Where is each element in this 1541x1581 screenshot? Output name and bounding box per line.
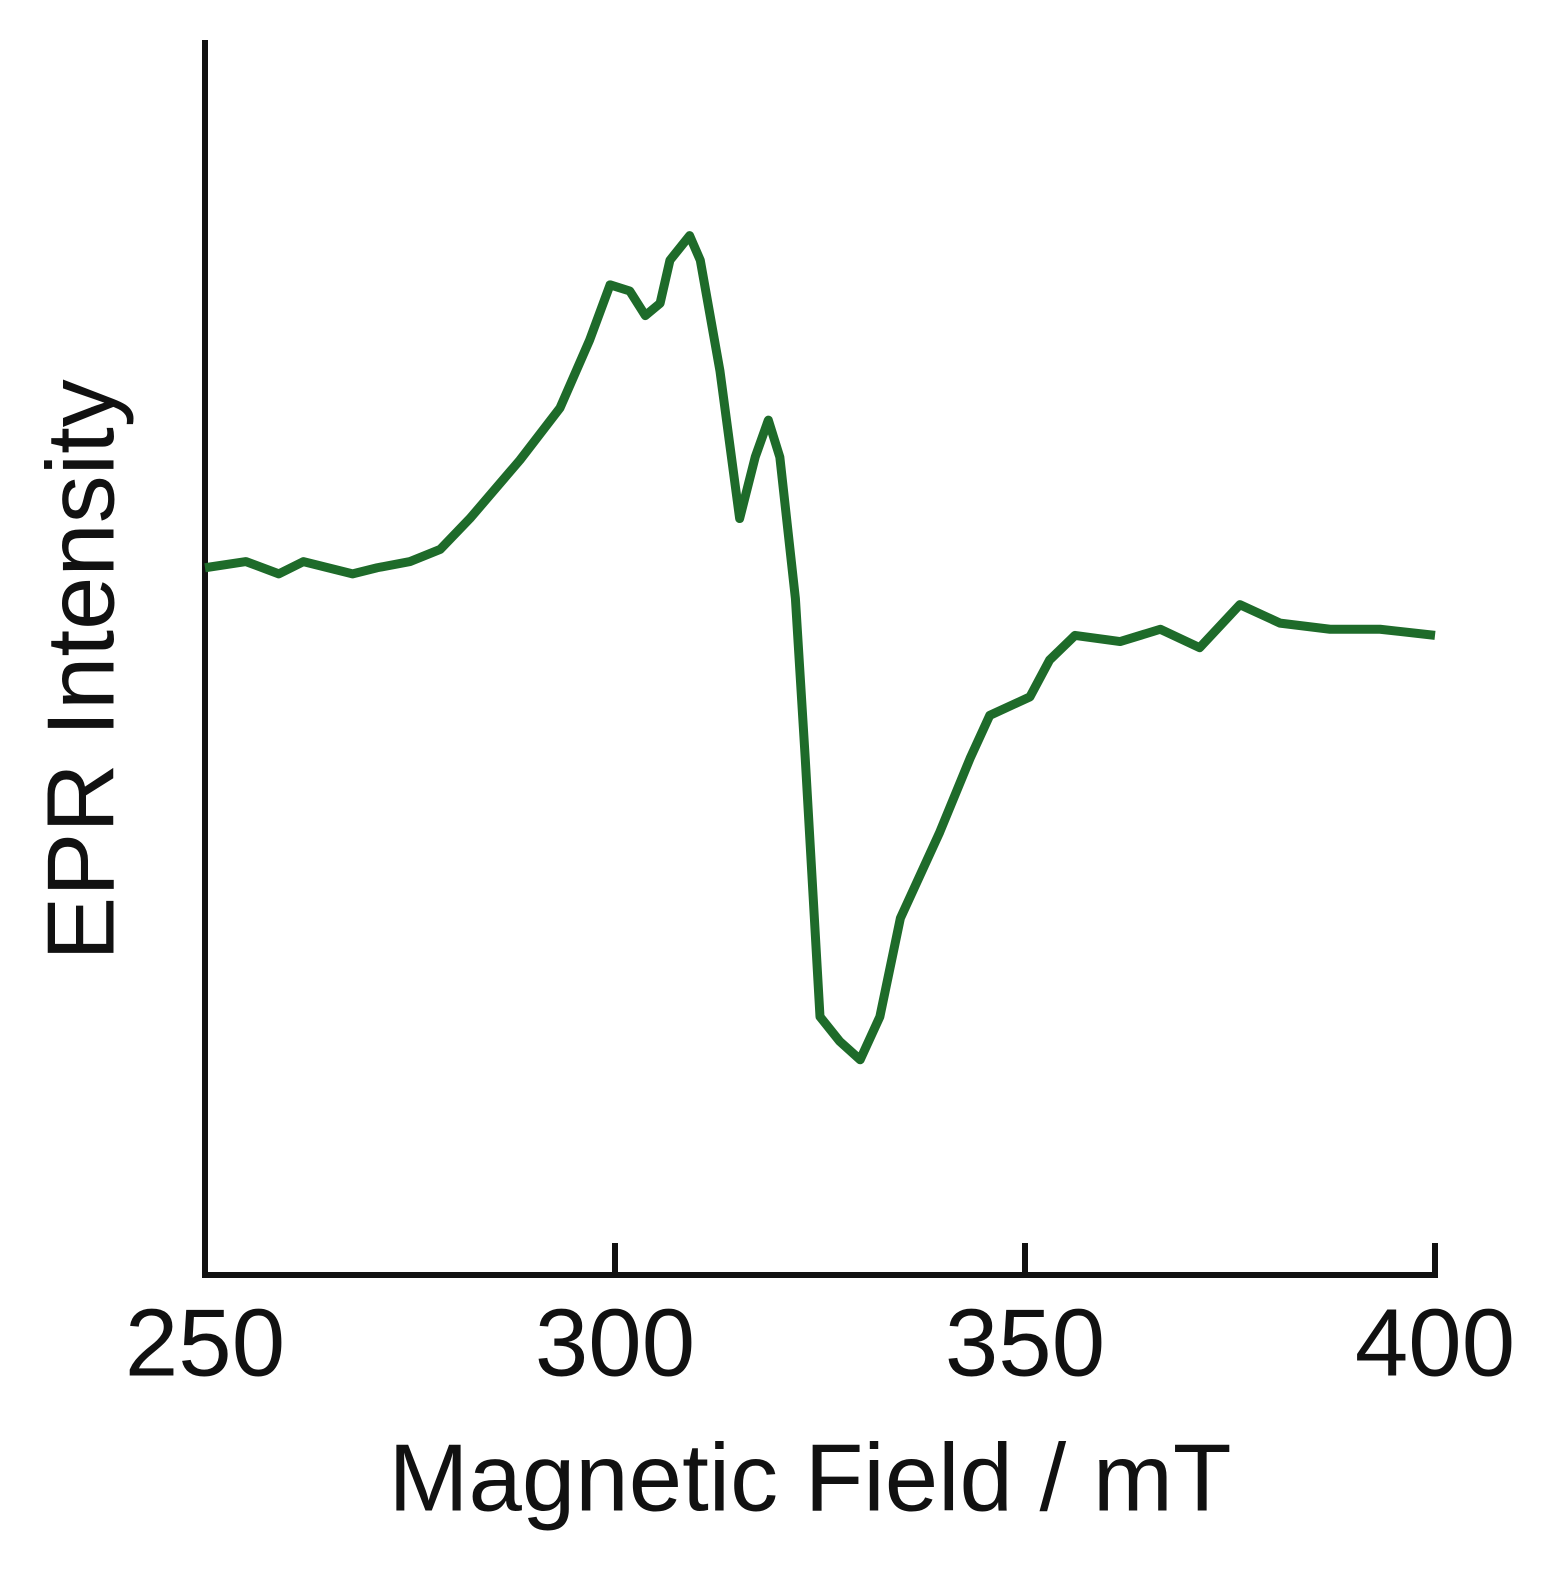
- x-tick-label: 350: [945, 1289, 1105, 1396]
- x-tick-label: 400: [1355, 1289, 1515, 1396]
- y-axis-label: EPR Intensity: [27, 379, 134, 961]
- x-axis-label: Magnetic Field / mT: [389, 1424, 1232, 1531]
- data-line: [204, 231, 1436, 1065]
- x-tick-label: 250: [125, 1289, 285, 1396]
- x-tick-label: 300: [535, 1289, 695, 1396]
